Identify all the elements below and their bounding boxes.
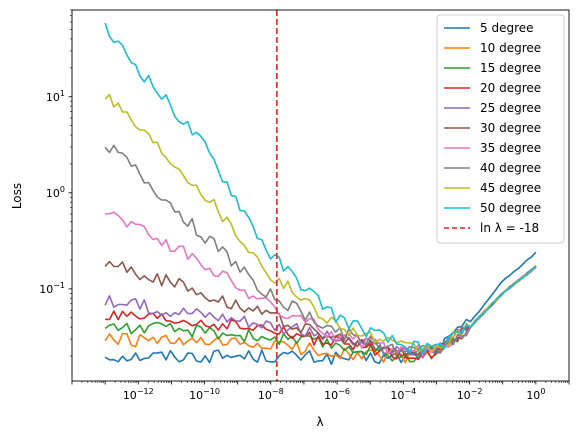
legend-label: 35 degree [480,141,541,155]
legend-label: 10 degree [480,41,541,55]
legend-label: 45 degree [480,181,541,195]
legend-label: 5 degree [480,21,534,35]
legend: 5 degree 10 degree 15 degree 20 degree 25 de… [437,15,564,243]
legend-label: 15 degree [480,61,541,75]
legend-label: 20 degree [480,81,541,95]
legend-label: 40 degree [480,161,541,175]
x-axis-label: λ [316,415,323,429]
legend-label: 25 degree [480,101,541,115]
legend-label: 30 degree [480,121,541,135]
legend-label: ln λ = -18 [480,221,539,235]
y-axis-label: Loss [10,183,24,209]
legend-label: 50 degree [480,201,541,215]
